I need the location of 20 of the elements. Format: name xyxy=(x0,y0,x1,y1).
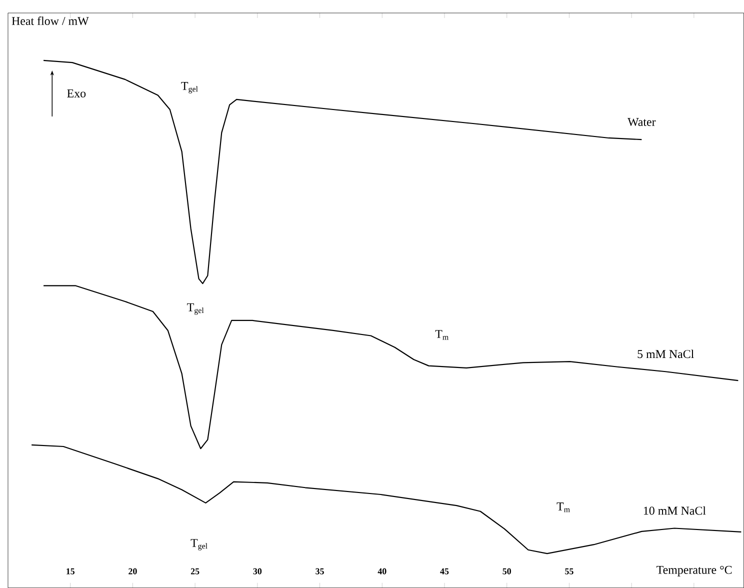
series-label: 10 mM NaCl xyxy=(644,506,706,515)
y-axis-title: Heat flow / mW xyxy=(12,16,89,26)
x-tick-label: 20 xyxy=(128,568,137,574)
x-tick-label: 25 xyxy=(190,568,200,574)
annotation: T$_{gel}$ xyxy=(190,539,208,550)
x-tick-label: 45 xyxy=(440,568,449,574)
x-tick-label: 40 xyxy=(378,568,386,574)
x-tick-label: 55 xyxy=(565,568,574,574)
x-tick-label: 15 xyxy=(66,568,75,574)
annotation: Exo xyxy=(67,89,86,98)
annotation: T$_{m}$ xyxy=(556,502,570,512)
annotation: T$_{m}$ xyxy=(435,330,449,340)
series-label: Water xyxy=(628,118,656,126)
x-tick-label: 30 xyxy=(253,568,262,574)
annotation: T$_{gel}$ xyxy=(181,82,198,94)
x-axis-title: Temperature °C xyxy=(656,566,732,576)
annotation: T$_{gel}$ xyxy=(187,303,204,315)
x-tick-label: 35 xyxy=(316,568,324,574)
series-label: 5 mM NaCl xyxy=(638,350,694,358)
x-tick-label: 50 xyxy=(502,568,511,574)
